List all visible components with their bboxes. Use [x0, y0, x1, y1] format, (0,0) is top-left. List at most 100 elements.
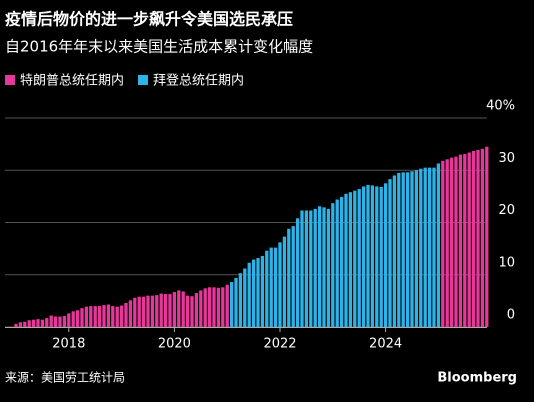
bar [58, 316, 62, 327]
bar [471, 150, 476, 327]
bar [427, 167, 432, 327]
bar [203, 288, 207, 327]
bar [137, 296, 141, 327]
bar [194, 293, 199, 327]
bar [322, 207, 326, 327]
bar [361, 186, 366, 327]
bar [238, 273, 243, 327]
bar [335, 199, 339, 327]
bar [278, 242, 282, 327]
bar [287, 228, 291, 327]
bar [247, 262, 251, 327]
bar [62, 316, 67, 327]
bar [449, 157, 454, 327]
y-tick-label: 40% [486, 99, 515, 114]
bar [256, 258, 260, 327]
bar [423, 167, 427, 327]
chart-title: 疫情后物价的进一步飙升令美国选民承压 [5, 10, 293, 29]
bar [467, 152, 471, 327]
bar [71, 311, 75, 327]
bar [111, 306, 115, 327]
bar [432, 167, 436, 327]
bar [436, 163, 441, 327]
bar [163, 294, 168, 327]
bar [485, 146, 489, 327]
bar [397, 172, 401, 327]
bar [370, 185, 375, 327]
bar [177, 290, 181, 327]
bar [102, 305, 106, 327]
bar [49, 315, 53, 327]
bar [291, 226, 295, 327]
bar [84, 306, 89, 327]
bar [80, 308, 84, 327]
legend-swatch [5, 75, 15, 85]
bar [172, 291, 177, 327]
bar [309, 210, 313, 327]
bar [441, 160, 445, 327]
bar [458, 154, 463, 327]
bar [27, 320, 31, 327]
bar [146, 295, 150, 327]
y-tick-label: 30 [498, 151, 515, 166]
bar [405, 172, 410, 327]
bar [97, 306, 102, 327]
bar [133, 297, 137, 327]
bar [168, 294, 172, 327]
bar [265, 250, 269, 327]
bar [225, 284, 229, 327]
bar [23, 321, 27, 327]
bar [401, 172, 405, 327]
bar [357, 189, 361, 327]
bar [45, 318, 49, 327]
bar [141, 296, 146, 327]
bar [366, 184, 370, 327]
bar [273, 247, 278, 327]
bar [300, 210, 304, 327]
x-tick-label: 2024 [369, 337, 402, 352]
bar [304, 210, 309, 327]
bar [348, 192, 353, 327]
legend-swatch [138, 75, 149, 85]
bar [89, 306, 93, 327]
bar [344, 193, 348, 327]
bar [476, 149, 480, 327]
bar [53, 316, 58, 327]
bar [295, 218, 300, 327]
bar [93, 306, 97, 327]
bar [392, 175, 397, 327]
source: 来源：美国劳工统计局 [5, 371, 125, 385]
bar [36, 319, 40, 327]
bar [14, 323, 18, 327]
bar [414, 170, 419, 327]
bar [339, 196, 344, 327]
bar [313, 208, 317, 327]
bar [331, 203, 335, 327]
bar [119, 305, 124, 327]
bar [388, 179, 392, 327]
bar [419, 168, 423, 327]
y-tick-label: 20 [498, 203, 515, 218]
bar [353, 190, 357, 327]
chart-subtitle: 自2016年年末以来美国生活成本累计变化幅度 [5, 38, 313, 56]
bar [190, 296, 194, 327]
bar [128, 300, 133, 327]
brand: Bloomberg [437, 371, 517, 386]
bar [317, 206, 322, 327]
bar [181, 291, 185, 327]
bar [379, 186, 383, 327]
bar [445, 159, 449, 327]
bar [207, 287, 212, 327]
bar [282, 236, 287, 327]
bar [463, 154, 467, 327]
y-tick-label: 0 [507, 308, 515, 323]
bar [480, 148, 485, 327]
bar [150, 295, 155, 327]
bar [269, 247, 273, 327]
bar [31, 319, 36, 327]
bar [454, 156, 458, 327]
bar [229, 282, 234, 327]
y-tick-label: 10 [498, 255, 515, 270]
